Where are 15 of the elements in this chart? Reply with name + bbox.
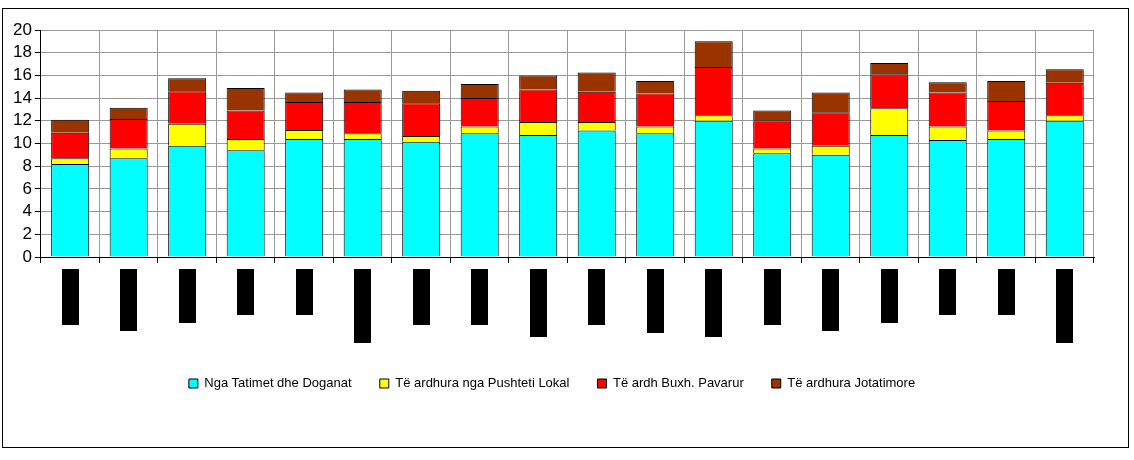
- y-tick-label: 14: [12, 87, 32, 107]
- y-tick-label: 18: [12, 42, 32, 62]
- y-tick-label: 2: [22, 223, 32, 243]
- y-tick-label: 8: [22, 155, 32, 175]
- legend-label: Nga Tatimet dhe Doganat: [204, 375, 352, 391]
- legend-label: Të ardhura Jotatimore: [787, 375, 916, 391]
- y-tick-label: 10: [12, 133, 32, 153]
- y-tick-label: 16: [12, 65, 32, 85]
- y-tick-label: 20: [12, 19, 32, 39]
- y-tick-label: 12: [12, 110, 32, 130]
- y-tick-label: 0: [22, 246, 32, 266]
- legend-label: Të ardh Buxh. Pavarur: [612, 375, 745, 391]
- y-tick-label: 6: [22, 178, 32, 198]
- y-tick-label: 4: [22, 201, 32, 221]
- legend-label: Të ardhura nga Pushteti Lokal: [395, 375, 570, 391]
